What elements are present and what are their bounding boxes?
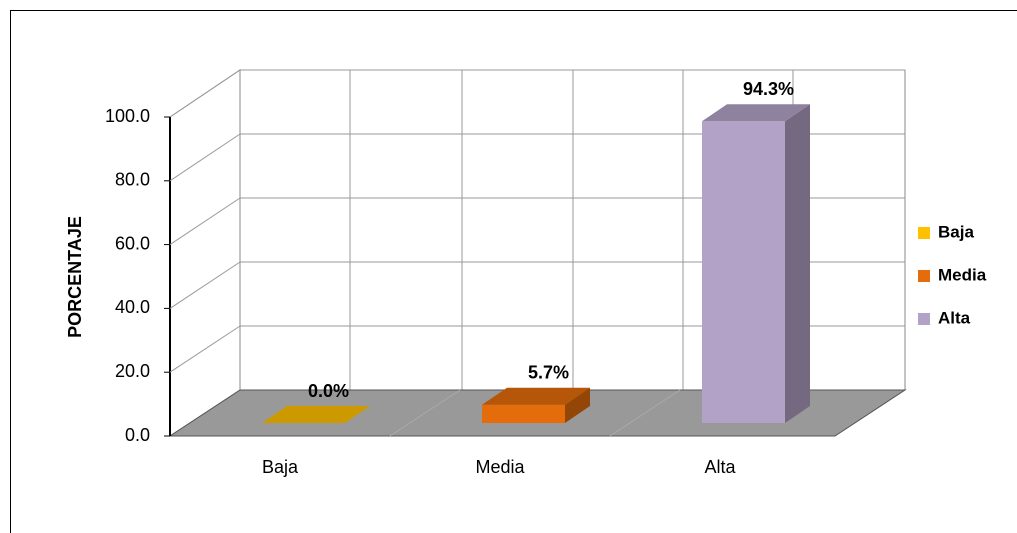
value-label: 0.0% <box>308 381 349 401</box>
bar <box>702 121 785 424</box>
y-tick-label: 40.0 <box>115 297 150 317</box>
side-wall <box>169 69 241 437</box>
y-tick-label: 0.0 <box>125 425 150 445</box>
legend-label: Baja <box>938 222 974 241</box>
grid-line-side <box>169 69 241 118</box>
grid-line-side <box>169 261 241 309</box>
bar-top <box>702 104 810 122</box>
legend-label: Alta <box>938 308 971 327</box>
y-tick-label: 100.0 <box>105 106 150 126</box>
value-label: 94.3% <box>743 79 794 99</box>
x-tick-label: Baja <box>262 457 299 477</box>
bar-top <box>482 387 590 405</box>
legend-swatch <box>918 313 930 325</box>
y-axis-title: PORCENTAJE <box>65 216 85 338</box>
x-tick-label: Media <box>475 457 525 477</box>
legend-swatch <box>918 270 930 282</box>
y-tick-label: 80.0 <box>115 170 150 190</box>
bar-top <box>262 406 370 423</box>
grid-line-side <box>169 133 241 182</box>
value-label: 5.7% <box>528 363 569 383</box>
floor-lines <box>389 389 681 437</box>
grid-line-side <box>169 325 241 373</box>
bar <box>482 404 565 423</box>
grid-line-side <box>169 197 241 246</box>
y-tick-label: 20.0 <box>115 361 150 381</box>
bar-side <box>785 104 810 424</box>
legend-label: Media <box>938 265 987 284</box>
bar-side <box>565 387 590 423</box>
legend-swatch <box>918 227 930 239</box>
y-tick-label: 60.0 <box>115 233 150 253</box>
x-tick-label: Alta <box>704 457 736 477</box>
